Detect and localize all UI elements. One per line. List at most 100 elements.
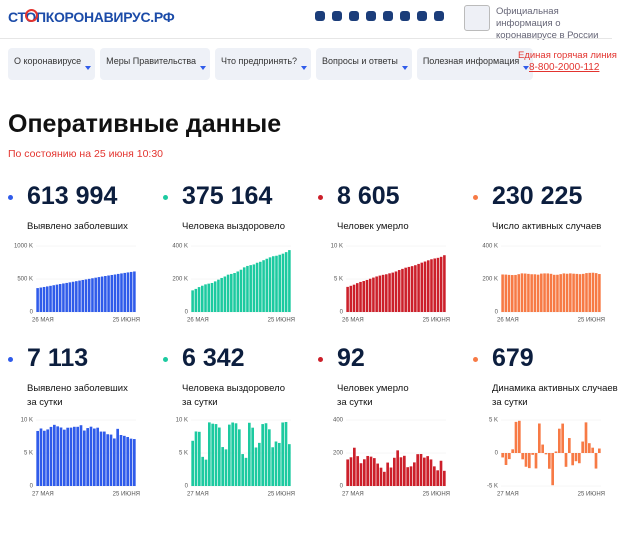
bar bbox=[417, 263, 420, 312]
divider bbox=[0, 38, 612, 39]
nav-item[interactable]: Полезная информация bbox=[416, 48, 534, 80]
bar bbox=[409, 466, 413, 486]
bar bbox=[281, 422, 284, 486]
bar bbox=[83, 430, 86, 486]
bar bbox=[278, 442, 281, 486]
bar bbox=[349, 457, 353, 486]
bar bbox=[123, 435, 126, 486]
bar bbox=[91, 278, 94, 312]
social-icon[interactable] bbox=[366, 11, 376, 21]
bar bbox=[133, 439, 136, 486]
y-tick-label: 200 K bbox=[482, 277, 498, 283]
bar bbox=[63, 429, 66, 486]
y-tick-label: 0 bbox=[185, 310, 189, 316]
social-icon[interactable] bbox=[315, 11, 325, 21]
bar bbox=[527, 273, 530, 312]
stat-card: 613 994 Выявлено заболевших 0 500 K 1000 K 26… bbox=[8, 180, 163, 340]
bar bbox=[42, 286, 46, 312]
bar bbox=[578, 453, 581, 464]
bar bbox=[346, 286, 349, 312]
bar bbox=[538, 423, 541, 453]
bar bbox=[94, 277, 97, 312]
bar bbox=[46, 286, 49, 312]
nav-item[interactable]: Вопросы и ответы bbox=[316, 48, 412, 80]
official-info[interactable]: Официальная информация о коронавирусе в … bbox=[496, 6, 599, 41]
bar bbox=[404, 267, 407, 312]
y-tick-label: 0 bbox=[30, 484, 34, 490]
bar bbox=[49, 426, 53, 486]
bar bbox=[84, 279, 88, 312]
bar bbox=[369, 456, 373, 486]
social-icon[interactable] bbox=[383, 11, 393, 21]
bar bbox=[246, 265, 249, 312]
social-icon[interactable] bbox=[400, 11, 410, 21]
stat-label: Человек умерло bbox=[337, 221, 409, 232]
x-tick-label: 25 ИЮНЯ bbox=[423, 318, 450, 324]
bar bbox=[58, 284, 62, 312]
bar bbox=[239, 269, 243, 312]
stat-card: 6 342 Человека выздоровело за сутки 0 5 K 10… bbox=[163, 342, 318, 502]
x-tick-label: 25 ИЮНЯ bbox=[423, 492, 450, 498]
bar bbox=[258, 442, 261, 486]
bar bbox=[521, 453, 524, 460]
nav-item[interactable]: О коронавирусе bbox=[8, 48, 96, 80]
social-icon[interactable] bbox=[434, 11, 444, 21]
nav-item[interactable]: Что предпринять? bbox=[215, 48, 312, 80]
bar bbox=[210, 282, 214, 312]
bar bbox=[89, 426, 93, 486]
bar bbox=[372, 277, 375, 312]
dot bbox=[318, 357, 323, 362]
bar bbox=[62, 283, 65, 312]
bar bbox=[211, 423, 214, 486]
hotline-phone[interactable]: 8-800-2000-112 bbox=[529, 62, 600, 73]
bar bbox=[436, 470, 439, 486]
bar bbox=[116, 428, 119, 486]
bar bbox=[129, 271, 133, 312]
bar bbox=[242, 267, 246, 312]
y-tick-label: 0 bbox=[495, 451, 499, 457]
bar bbox=[591, 447, 594, 453]
nav-item[interactable]: Меры Правительства bbox=[100, 48, 210, 80]
social-icon[interactable] bbox=[332, 11, 342, 21]
bar bbox=[86, 428, 89, 486]
bar bbox=[581, 273, 585, 312]
bar bbox=[107, 275, 110, 312]
bar bbox=[514, 274, 517, 312]
bar bbox=[426, 260, 430, 312]
bar bbox=[81, 279, 85, 312]
bar bbox=[75, 281, 78, 312]
bar bbox=[271, 256, 275, 312]
bar bbox=[356, 456, 359, 486]
bar bbox=[264, 423, 268, 486]
bar bbox=[59, 427, 63, 486]
bar bbox=[581, 441, 584, 453]
y-tick-label: 0 bbox=[185, 484, 189, 490]
social-icon[interactable] bbox=[417, 11, 427, 21]
bar bbox=[561, 423, 564, 453]
bar bbox=[268, 257, 272, 312]
bar bbox=[288, 250, 291, 312]
bar bbox=[379, 467, 383, 486]
bar bbox=[191, 290, 194, 312]
bar bbox=[46, 429, 49, 486]
bar bbox=[368, 278, 372, 312]
bar bbox=[556, 274, 559, 312]
bar bbox=[381, 274, 385, 312]
bar bbox=[78, 280, 81, 312]
bar bbox=[401, 268, 404, 312]
bar bbox=[249, 265, 252, 312]
bar bbox=[410, 266, 414, 312]
bar bbox=[97, 277, 101, 312]
bar bbox=[591, 272, 595, 312]
bar bbox=[123, 272, 126, 312]
stat-label: Динамика активных случаев за сутки bbox=[492, 383, 618, 408]
bar bbox=[443, 255, 446, 312]
bar bbox=[55, 284, 59, 312]
headline: 6 342 bbox=[182, 344, 245, 372]
logo[interactable]: СТОПКОРОНАВИРУС.РФ bbox=[8, 9, 175, 25]
bar bbox=[104, 275, 107, 312]
mini-chart: -5 K 0 5 K 27 МАЯ 25 ИЮНЯ bbox=[487, 418, 605, 498]
bar bbox=[378, 275, 382, 312]
social-icon[interactable] bbox=[349, 11, 359, 21]
bar bbox=[236, 271, 240, 312]
